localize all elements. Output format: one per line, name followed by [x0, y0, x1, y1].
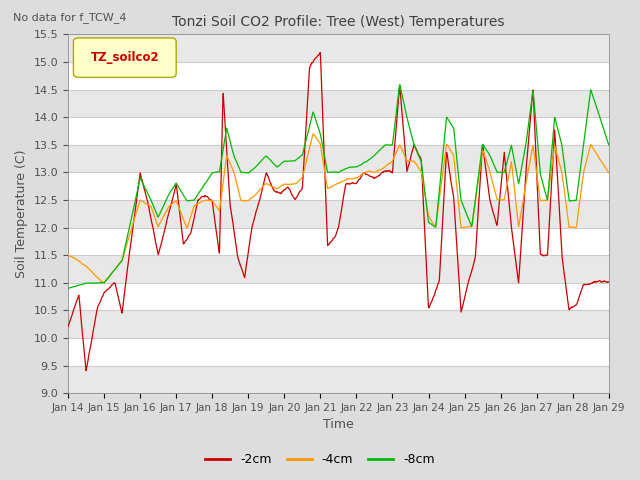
Legend: -2cm, -4cm, -8cm: -2cm, -4cm, -8cm [200, 448, 440, 471]
Bar [68, 366, 609, 393]
Bar [68, 311, 609, 338]
X-axis label: Time: Time [323, 419, 354, 432]
Bar [68, 255, 609, 283]
Bar [68, 145, 609, 172]
FancyBboxPatch shape [74, 38, 176, 77]
Bar [68, 35, 609, 62]
Bar [68, 200, 609, 228]
Text: No data for f_TCW_4: No data for f_TCW_4 [13, 12, 126, 23]
Text: TZ_soilco2: TZ_soilco2 [90, 51, 159, 64]
Bar [68, 90, 609, 117]
Title: Tonzi Soil CO2 Profile: Tree (West) Temperatures: Tonzi Soil CO2 Profile: Tree (West) Temp… [172, 15, 504, 29]
Y-axis label: Soil Temperature (C): Soil Temperature (C) [15, 149, 28, 278]
